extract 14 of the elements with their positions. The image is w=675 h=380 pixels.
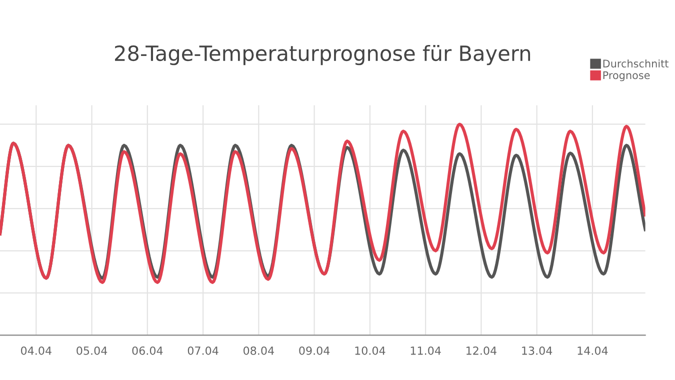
chart-title: 28-Tage-Temperaturprognose für Bayern	[115, 44, 530, 66]
x-tick-label: 05.04	[76, 346, 108, 355]
x-tick-label: 10.04	[355, 346, 386, 355]
x-tick-label: 12.04	[466, 346, 496, 355]
x-tick-label: 04.04	[20, 346, 52, 355]
x-tick-label: 13.04	[522, 346, 552, 355]
x-tick-label: 14.04	[578, 346, 608, 355]
legend-label: Durchschnitt	[603, 59, 669, 68]
x-tick-label: 08.04	[244, 346, 274, 355]
x-tick-label: 06.04	[132, 346, 163, 355]
x-tick-label: 09.04	[299, 346, 330, 355]
legend-label: Prognose	[603, 71, 650, 82]
x-tick-label: 11.04	[410, 346, 441, 355]
x-tick-label: 07.04	[188, 346, 218, 355]
